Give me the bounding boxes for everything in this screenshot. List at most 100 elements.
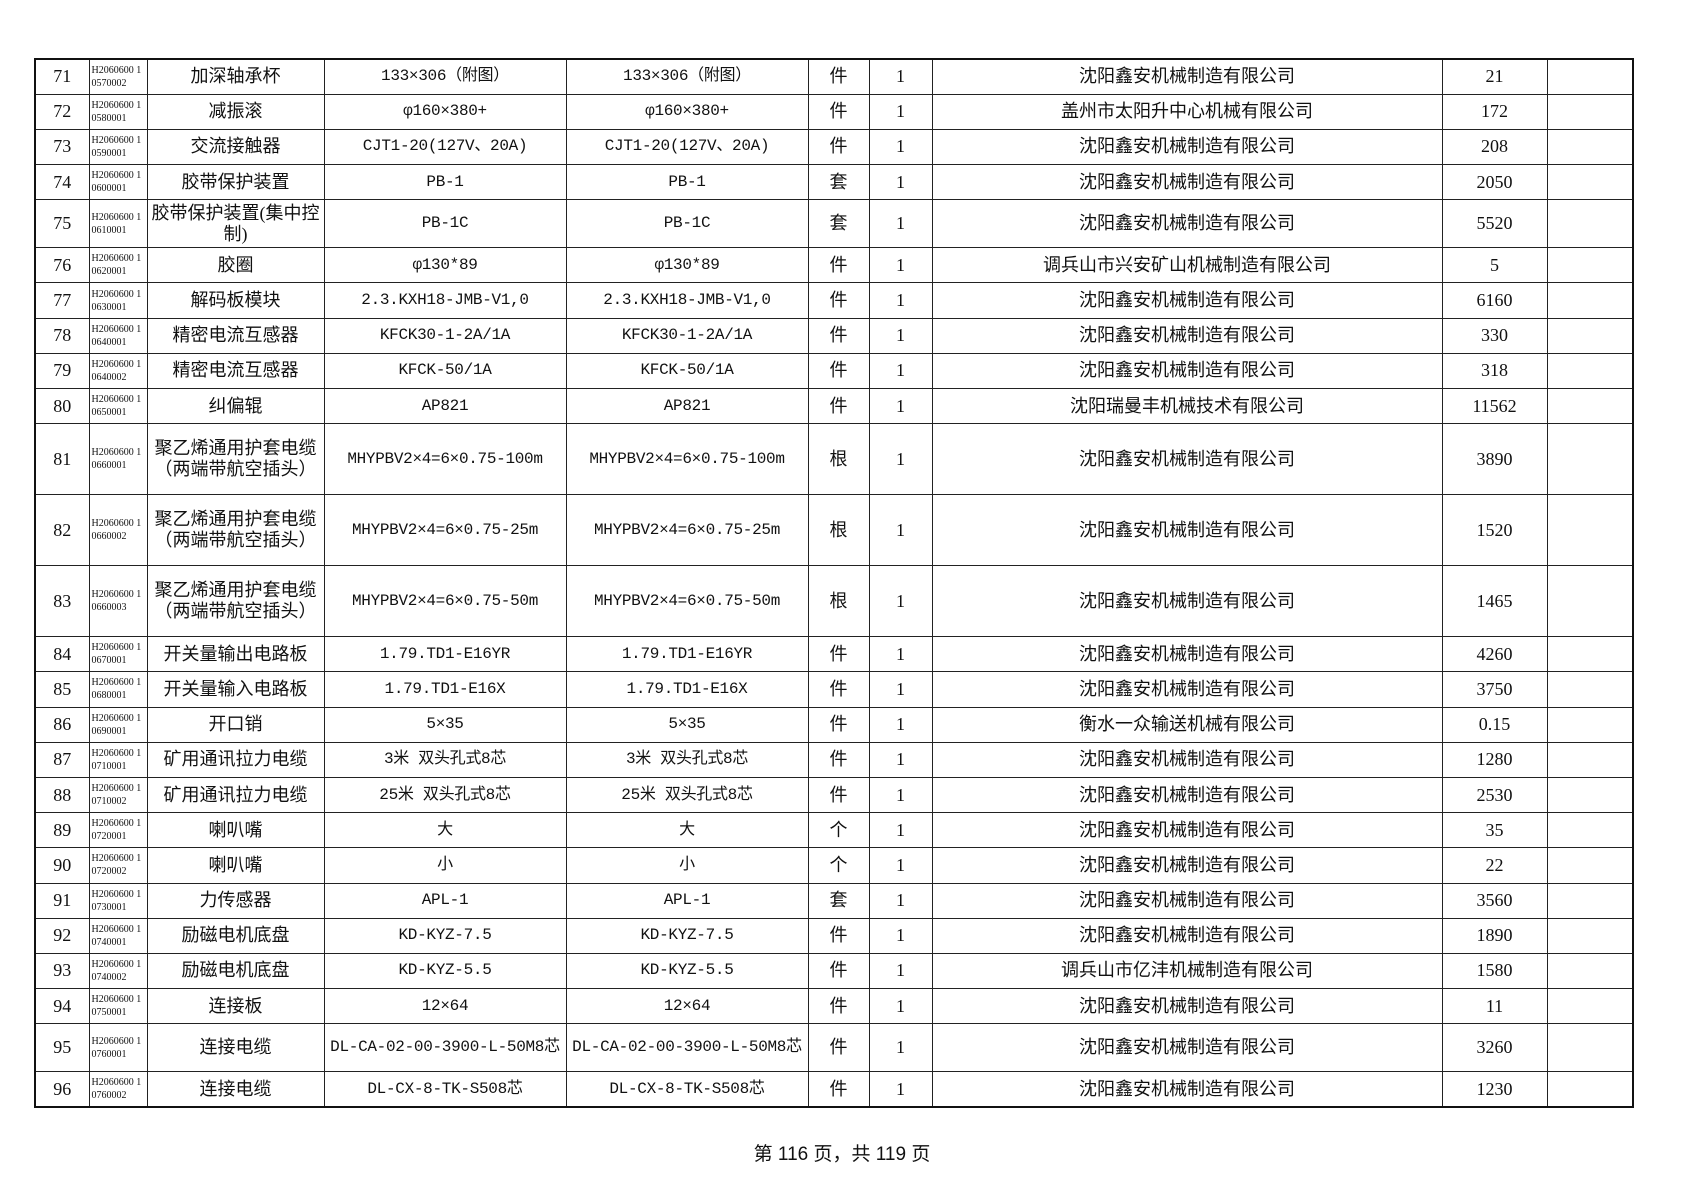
model-cell: MHYPBV2×4=6×0.75-25m: [565, 494, 809, 567]
model-cell: KFCK30-1-2A/1A: [565, 317, 809, 354]
unit-cell: 件: [807, 952, 870, 990]
item-name-cell: 胶圈: [146, 247, 325, 284]
supplier-cell: 沈阳鑫安机械制造有限公司: [931, 494, 1443, 567]
unit-cell: 套: [807, 882, 870, 919]
price-cell: 3560: [1441, 882, 1548, 919]
row-number-cell: 78: [34, 317, 90, 354]
unit-cell: 套: [807, 164, 870, 201]
price-cell: 1280: [1441, 741, 1548, 778]
row-number-cell: 81: [34, 423, 90, 496]
remark-cell: [1546, 847, 1634, 884]
remark-cell: [1546, 988, 1634, 1025]
item-code-cell: H2060600 10730001: [88, 882, 148, 919]
unit-cell: 根: [807, 423, 870, 496]
supplier-cell: 沈阳鑫安机械制造有限公司: [931, 917, 1443, 954]
item-name-cell: 解码板模块: [146, 282, 325, 319]
row-number-cell: 89: [34, 812, 90, 849]
row-number-cell: 72: [34, 93, 90, 130]
model-cell: KD-KYZ-5.5: [565, 952, 809, 990]
table-row: 72 H2060600 10580001 减振滚 φ160×380+ φ160×380+…: [34, 93, 1634, 130]
supplier-cell: 沈阳鑫安机械制造有限公司: [931, 741, 1443, 778]
unit-cell: 件: [807, 776, 870, 814]
model-cell: KFCK-50/1A: [565, 352, 809, 390]
table-row: 74 H2060600 10600001 胶带保护装置 PB-1 PB-1 套 1 沈阳鑫安机…: [34, 164, 1634, 201]
spec-cell: 25米 双头孔式8芯: [323, 776, 567, 814]
remark-cell: [1546, 1071, 1634, 1108]
remark-cell: [1546, 812, 1634, 849]
item-code-cell: H2060600 10760001: [88, 1023, 148, 1073]
price-cell: 11: [1441, 988, 1548, 1025]
table-row: 73 H2060600 10590001 交流接触器 CJT1-20(127V、20A…: [34, 128, 1634, 166]
quantity-cell: 1: [868, 741, 933, 778]
item-name-cell: 喇叭嘴: [146, 812, 325, 849]
item-name-cell: 聚乙烯通用护套电缆（两端带航空插头）: [146, 494, 325, 567]
price-cell: 11562: [1441, 387, 1548, 425]
price-cell: 172: [1441, 93, 1548, 130]
item-code-cell: H2060600 10740001: [88, 917, 148, 954]
item-code-cell: H2060600 10600001: [88, 164, 148, 201]
quantity-cell: 1: [868, 58, 933, 95]
unit-cell: 件: [807, 706, 870, 743]
page-footer: 第 116 页，共 119 页: [753, 1144, 931, 1165]
model-cell: AP821: [565, 387, 809, 425]
supplier-cell: 沈阳鑫安机械制造有限公司: [931, 282, 1443, 319]
spec-cell: 小: [323, 847, 567, 884]
item-code-cell: H2060600 10710001: [88, 741, 148, 778]
table-row: 82 H2060600 10660002 聚乙烯通用护套电缆（两端带航空插头） MHY…: [34, 494, 1634, 567]
table-row: 83 H2060600 10660003 聚乙烯通用护套电缆（两端带航空插头） MHY…: [34, 565, 1634, 638]
price-cell: 1465: [1441, 565, 1548, 638]
table-row: 77 H2060600 10630001 解码板模块 2.3.KXH18-JMB-V1…: [34, 282, 1634, 319]
spec-cell: φ130*89: [323, 247, 567, 284]
item-code-cell: H2060600 10640001: [88, 317, 148, 354]
model-cell: 25米 双头孔式8芯: [565, 776, 809, 814]
item-code-cell: H2060600 10690001: [88, 706, 148, 743]
model-cell: 小: [565, 847, 809, 884]
unit-cell: 根: [807, 565, 870, 638]
row-number-cell: 74: [34, 164, 90, 201]
remark-cell: [1546, 199, 1634, 249]
spec-cell: APL-1: [323, 882, 567, 919]
row-number-cell: 71: [34, 58, 90, 95]
row-number-cell: 91: [34, 882, 90, 919]
supplier-cell: 沈阳鑫安机械制造有限公司: [931, 1071, 1443, 1108]
model-cell: 5×35: [565, 706, 809, 743]
quantity-cell: 1: [868, 199, 933, 249]
model-cell: 1.79.TD1-E16YR: [565, 636, 809, 673]
item-code-cell: H2060600 10660003: [88, 565, 148, 638]
parts-table: 71 H2060600 10570002 加深轴承杯 133×306（附图） 133×3…: [34, 58, 1634, 1108]
row-number-cell: 90: [34, 847, 90, 884]
row-number-cell: 96: [34, 1071, 90, 1108]
supplier-cell: 衡水一众输送机械有限公司: [931, 706, 1443, 743]
remark-cell: [1546, 917, 1634, 954]
unit-cell: 件: [807, 387, 870, 425]
model-cell: 1.79.TD1-E16X: [565, 671, 809, 708]
price-cell: 4260: [1441, 636, 1548, 673]
row-number-cell: 83: [34, 565, 90, 638]
item-code-cell: H2060600 10610001: [88, 199, 148, 249]
item-name-cell: 开口销: [146, 706, 325, 743]
item-code-cell: H2060600 10660002: [88, 494, 148, 567]
price-cell: 2530: [1441, 776, 1548, 814]
item-name-cell: 纠偏辊: [146, 387, 325, 425]
unit-cell: 件: [807, 282, 870, 319]
row-number-cell: 75: [34, 199, 90, 249]
item-code-cell: H2060600 10630001: [88, 282, 148, 319]
table-row: 76 H2060600 10620001 胶圈 φ130*89 φ130*89 件 1 调兵山…: [34, 247, 1634, 284]
item-code-cell: H2060600 10710002: [88, 776, 148, 814]
model-cell: 133×306（附图）: [565, 58, 809, 95]
price-cell: 6160: [1441, 282, 1548, 319]
price-cell: 3750: [1441, 671, 1548, 708]
model-cell: PB-1: [565, 164, 809, 201]
price-cell: 5: [1441, 247, 1548, 284]
row-number-cell: 82: [34, 494, 90, 567]
quantity-cell: 1: [868, 317, 933, 354]
item-name-cell: 开关量输出电路板: [146, 636, 325, 673]
unit-cell: 件: [807, 917, 870, 954]
spec-cell: PB-1C: [323, 199, 567, 249]
price-cell: 318: [1441, 352, 1548, 390]
model-cell: KD-KYZ-7.5: [565, 917, 809, 954]
table-row: 90 H2060600 10720002 喇叭嘴小小个 1 沈阳鑫安机械制造有限公司 22: [34, 847, 1634, 884]
price-cell: 1520: [1441, 494, 1548, 567]
model-cell: APL-1: [565, 882, 809, 919]
remark-cell: [1546, 494, 1634, 567]
